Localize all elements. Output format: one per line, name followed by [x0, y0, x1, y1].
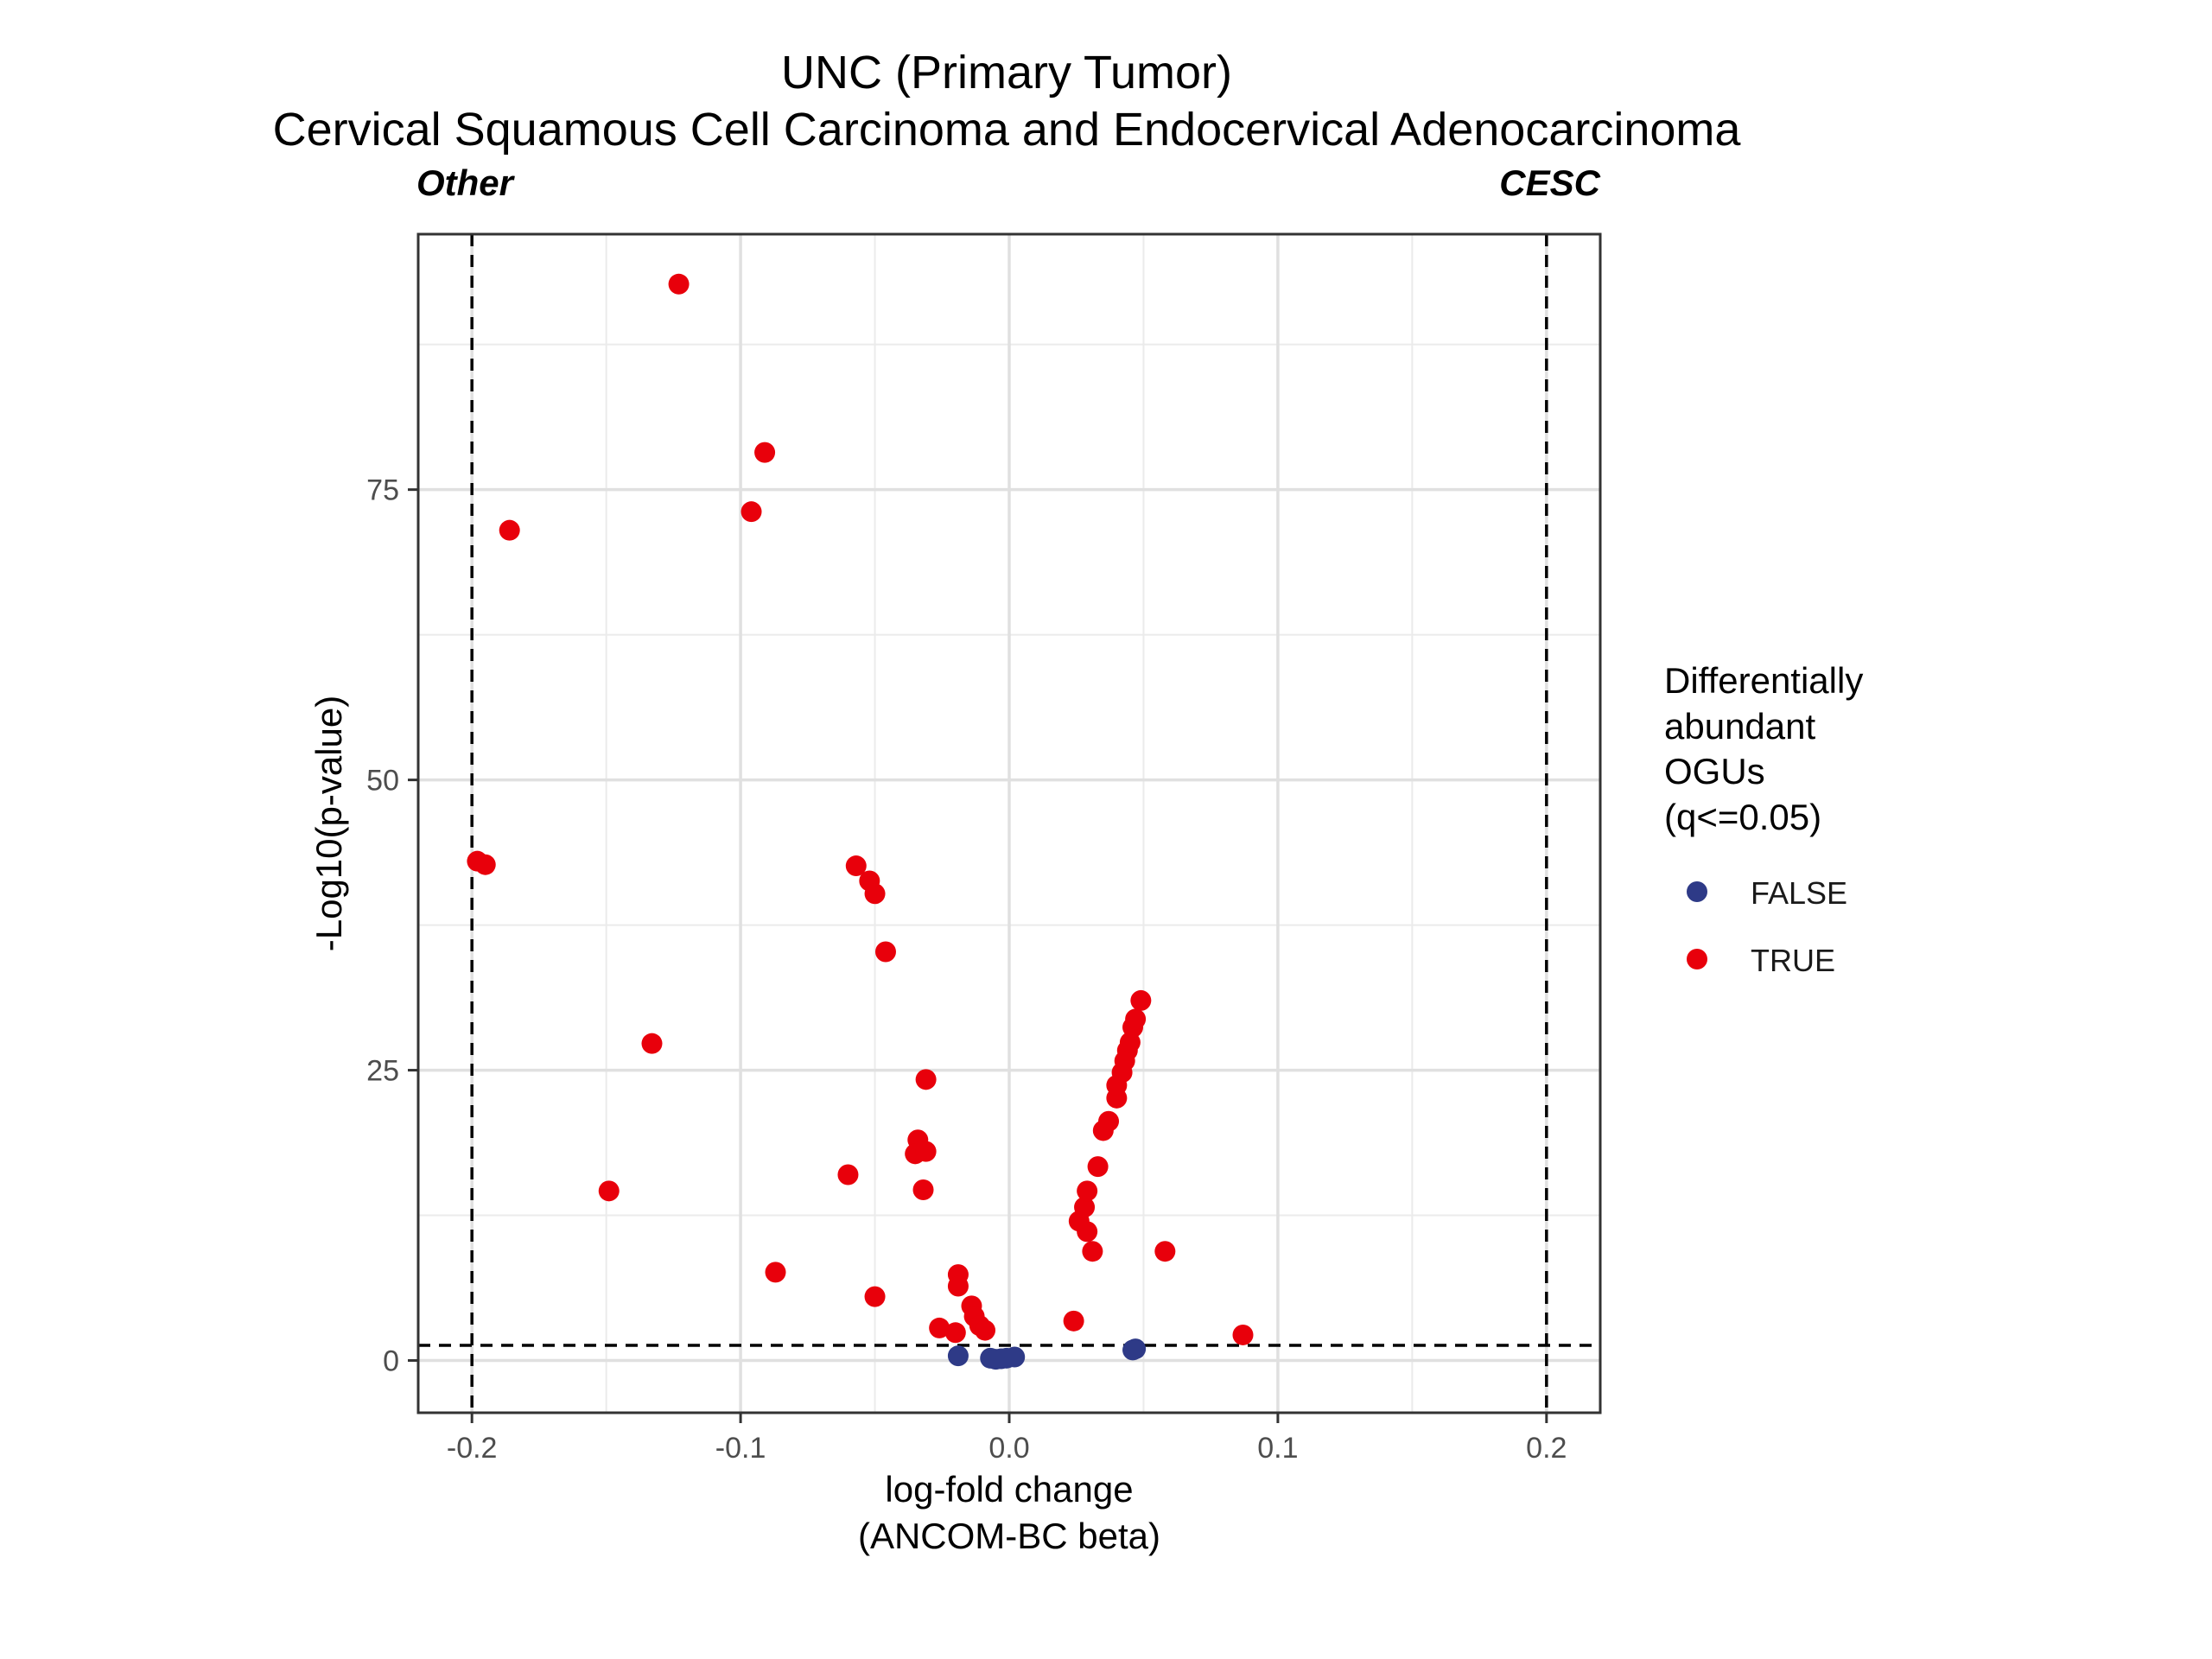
- x-axis: -0.2 -0.1 0.0 0.1 0.2: [447, 1413, 1567, 1465]
- legend-title-line1: Differentially: [1664, 660, 1863, 701]
- data-point-true: [912, 1179, 934, 1200]
- data-point-true: [1082, 1241, 1103, 1262]
- data-point-true: [641, 1033, 663, 1054]
- data-point-true: [765, 1262, 786, 1283]
- data-point-true: [474, 854, 496, 875]
- data-point-true: [837, 1164, 859, 1185]
- legend-true-label: TRUE: [1751, 943, 1835, 978]
- data-points: [467, 273, 1254, 1370]
- data-point-true: [1098, 1110, 1120, 1132]
- x-tick-label: 0.1: [1257, 1432, 1298, 1465]
- data-point-true: [754, 442, 776, 463]
- data-point-false: [1125, 1338, 1147, 1360]
- data-point-false: [947, 1345, 969, 1367]
- x-tick-label: 0.0: [988, 1432, 1029, 1465]
- data-point-true: [1087, 1156, 1109, 1178]
- legend-false-label: FALSE: [1751, 875, 1847, 911]
- data-point-true: [741, 501, 762, 523]
- reference-lines: [418, 234, 1600, 1413]
- data-point-true: [864, 1286, 886, 1307]
- y-tick-label: 25: [366, 1055, 399, 1088]
- data-point-true: [668, 273, 690, 295]
- data-point-true: [845, 855, 867, 877]
- data-point-true: [598, 1180, 620, 1202]
- data-point-true: [947, 1275, 969, 1297]
- data-point-true: [864, 883, 886, 905]
- y-tick-label: 50: [366, 765, 399, 798]
- chart-subtitle: Cervical Squamous Cell Carcinoma and End…: [273, 104, 1742, 156]
- legend-title-line4: (q<=0.05): [1664, 797, 1821, 837]
- legend-title-line3: OGUs: [1664, 751, 1765, 791]
- y-tick-label: 75: [366, 474, 399, 507]
- data-point-true: [944, 1322, 966, 1344]
- data-point-true: [1125, 1008, 1147, 1030]
- data-point-true: [1154, 1241, 1176, 1262]
- data-point-true: [1077, 1180, 1098, 1202]
- data-point-true: [1074, 1197, 1096, 1218]
- x-tick-label: 0.2: [1526, 1432, 1567, 1465]
- data-point-true: [1130, 989, 1152, 1011]
- x-tick-label: -0.1: [715, 1432, 766, 1465]
- data-point-true: [874, 941, 896, 963]
- y-axis: 0 25 50 75: [366, 474, 418, 1378]
- data-point-true: [1063, 1310, 1084, 1332]
- data-point-true: [1232, 1324, 1254, 1345]
- x-tick-label: -0.2: [447, 1432, 498, 1465]
- left-group-label: Other: [416, 162, 516, 203]
- data-point-false: [1004, 1346, 1026, 1368]
- data-point-true: [915, 1141, 937, 1162]
- right-group-label: CESC: [1499, 162, 1600, 203]
- legend-false-marker: [1687, 881, 1707, 902]
- data-point-true: [929, 1317, 950, 1338]
- x-axis-label-line1: log-fold change: [885, 1469, 1133, 1510]
- legend-true-marker: [1687, 949, 1707, 969]
- data-point-true: [499, 519, 520, 541]
- data-point-true: [915, 1069, 937, 1090]
- y-axis-label: -Log10(p-value): [308, 696, 349, 952]
- x-axis-label-line2: (ANCOM-BC beta): [858, 1516, 1160, 1556]
- chart-title: UNC (Primary Tumor): [781, 47, 1232, 99]
- legend: Differentially abundant OGUs (q<=0.05) F…: [1664, 660, 1863, 978]
- y-tick-label: 0: [383, 1345, 399, 1378]
- legend-title-line2: abundant: [1664, 706, 1816, 747]
- data-point-true: [975, 1319, 996, 1341]
